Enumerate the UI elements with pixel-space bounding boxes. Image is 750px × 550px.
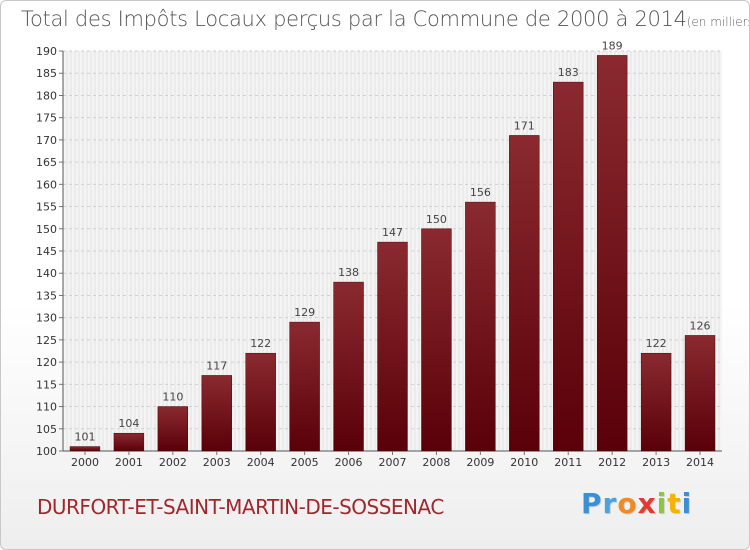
bar-value-label: 147 [382,226,403,239]
y-tick-label: 100 [36,445,57,458]
logo-letter: i [656,487,668,520]
y-tick-label: 145 [36,245,57,258]
bar-value-label: 138 [338,266,359,279]
bar[interactable] [421,228,452,452]
bar[interactable] [113,432,145,452]
logo-letter: r [602,487,618,520]
x-tick-label: 2014 [686,456,714,469]
bar[interactable] [684,335,716,452]
bar[interactable] [157,406,189,452]
commune-name: DURFORT-ET-SAINT-MARTIN-DE-SOSSENAC [37,495,444,519]
bar[interactable] [289,321,320,452]
x-tick-label: 2002 [159,456,187,469]
y-tick-label: 140 [36,267,57,280]
bar[interactable] [553,81,584,452]
bar-value-label: 183 [558,66,579,79]
x-tick-label: 2009 [466,456,494,469]
y-tick-label: 130 [36,312,57,325]
y-tick-label: 160 [36,178,57,191]
bar-value-label: 110 [162,391,183,404]
x-tick-label: 2006 [335,456,363,469]
logo-letter: x [637,487,657,520]
y-tick-label: 115 [36,378,57,391]
x-tick-label: 2010 [510,456,538,469]
x-tick-label: 2003 [203,456,231,469]
bar-value-label: 122 [250,337,271,350]
bar-value-label: 129 [294,306,315,319]
bar[interactable] [596,55,628,452]
bar[interactable] [377,241,408,452]
title-text: Total des Impôts Locaux perçus par la Co… [21,7,687,31]
logo-letter: o [617,487,638,520]
x-tick-label: 2007 [379,456,407,469]
x-tick-label: 2001 [115,456,143,469]
title-unit: (en milliers d'€) [686,15,750,29]
chart-title: Total des Impôts Locaux perçus par la Co… [21,7,750,31]
bar-value-label: 101 [74,431,95,444]
bar[interactable] [201,375,232,452]
logo-letter: t [667,487,682,520]
y-tick-label: 170 [36,134,57,147]
y-tick-label: 120 [36,356,57,369]
y-tick-label: 185 [36,67,57,80]
bar-value-label: 117 [206,359,227,372]
y-tick-label: 190 [36,45,57,58]
x-tick-label: 2013 [642,456,670,469]
bar[interactable] [69,446,101,452]
y-tick-label: 165 [36,156,57,169]
bar-value-label: 171 [514,119,535,132]
y-tick-label: 180 [36,89,57,102]
y-tick-label: 110 [36,401,57,414]
y-tick-label: 155 [36,201,57,214]
bar-value-label: 104 [118,417,139,430]
y-tick-label: 135 [36,289,57,302]
bar[interactable] [333,281,364,452]
y-tick-label: 105 [36,423,57,436]
y-tick-label: 175 [36,112,57,125]
bar-value-label: 150 [426,213,447,226]
bar-value-label: 122 [646,337,667,350]
x-tick-label: 2008 [422,456,450,469]
x-tick-label: 2012 [598,456,626,469]
bar-value-label: 156 [470,186,491,199]
x-tick-label: 2000 [71,456,99,469]
y-tick-label: 150 [36,223,57,236]
x-tick-label: 2005 [291,456,319,469]
bar-value-label: 189 [602,39,623,52]
bar[interactable] [640,352,672,452]
x-tick-label: 2011 [554,456,582,469]
bar[interactable] [465,201,496,452]
bar-value-label: 126 [690,319,711,332]
logo-letter: P [581,487,603,520]
proxiti-logo[interactable]: Proxiti [581,487,692,520]
bar[interactable] [509,135,540,452]
bar[interactable] [245,352,276,452]
logo-letter: i [681,487,693,520]
x-tick-label: 2004 [247,456,275,469]
y-tick-label: 125 [36,334,57,347]
